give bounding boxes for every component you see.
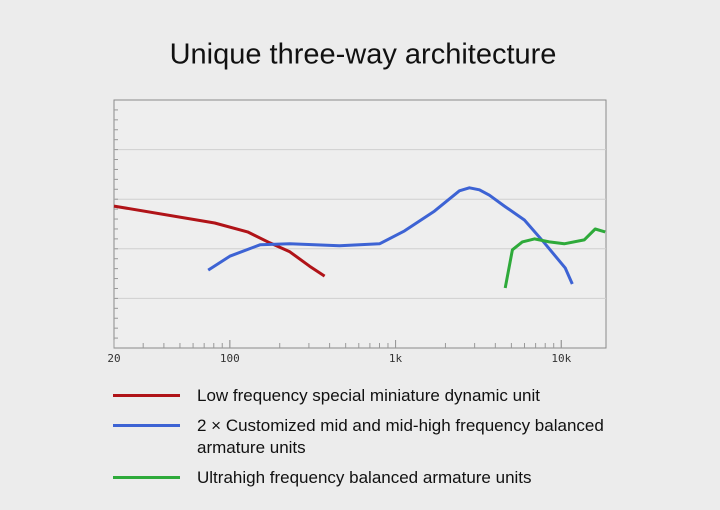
legend-swatch <box>113 394 180 397</box>
legend-item: Ultrahigh frequency balanced armature un… <box>113 467 673 489</box>
legend: Low frequency special miniature dynamic … <box>113 385 673 497</box>
legend-item: 2 × Customized mid and mid-high frequenc… <box>113 415 673 459</box>
series-line <box>113 204 326 278</box>
x-tick-label: 10k <box>551 352 571 365</box>
series-line <box>503 227 606 289</box>
plot-frame <box>113 99 607 349</box>
legend-swatch <box>113 424 180 427</box>
x-tick-label: 1k <box>389 352 403 365</box>
chart: Unique three-way architecture 20 100 1k 10k <box>107 39 607 365</box>
legend-item: Low frequency special miniature dynamic … <box>113 385 673 407</box>
legend-label: 2 × Customized mid and mid-high frequenc… <box>197 416 604 457</box>
x-tick-label: 100 <box>220 352 240 365</box>
legend-swatch <box>113 476 180 479</box>
series-line <box>207 186 574 285</box>
legend-label: Ultrahigh frequency balanced armature un… <box>197 468 532 487</box>
legend-label: Low frequency special miniature dynamic … <box>197 386 541 405</box>
chart-title: Unique three-way architecture <box>170 39 557 71</box>
x-tick-label: 20 <box>107 352 120 365</box>
